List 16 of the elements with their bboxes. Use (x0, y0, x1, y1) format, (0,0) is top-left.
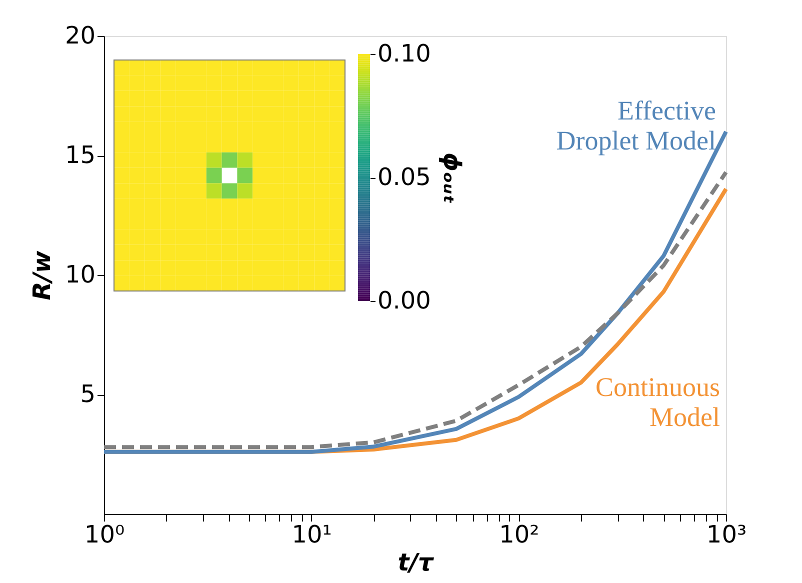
color-bar-label: 0.00 (378, 286, 431, 314)
y-tick-label: 20 (64, 22, 96, 50)
x-tick-label: 10³ (706, 520, 747, 548)
y-tick-label: 10 (64, 260, 96, 288)
x-axis-title: t/τ (398, 548, 435, 576)
series-label: Continuous Model (595, 372, 720, 432)
y-tick-label: 15 (64, 141, 96, 169)
x-tick-label: 10² (499, 520, 540, 548)
color-bar-title: ϕₒᵤₜ (438, 152, 466, 204)
series-label: Effective Droplet Model (556, 96, 716, 156)
color-bar-label: 0.10 (378, 40, 431, 68)
color-bar-label: 0.05 (378, 163, 431, 191)
y-tick-label: 5 (80, 380, 96, 408)
x-tick-label: 10⁰ (84, 520, 125, 548)
x-tick-label: 10¹ (292, 520, 332, 548)
y-axis-title: R/w (28, 250, 56, 300)
